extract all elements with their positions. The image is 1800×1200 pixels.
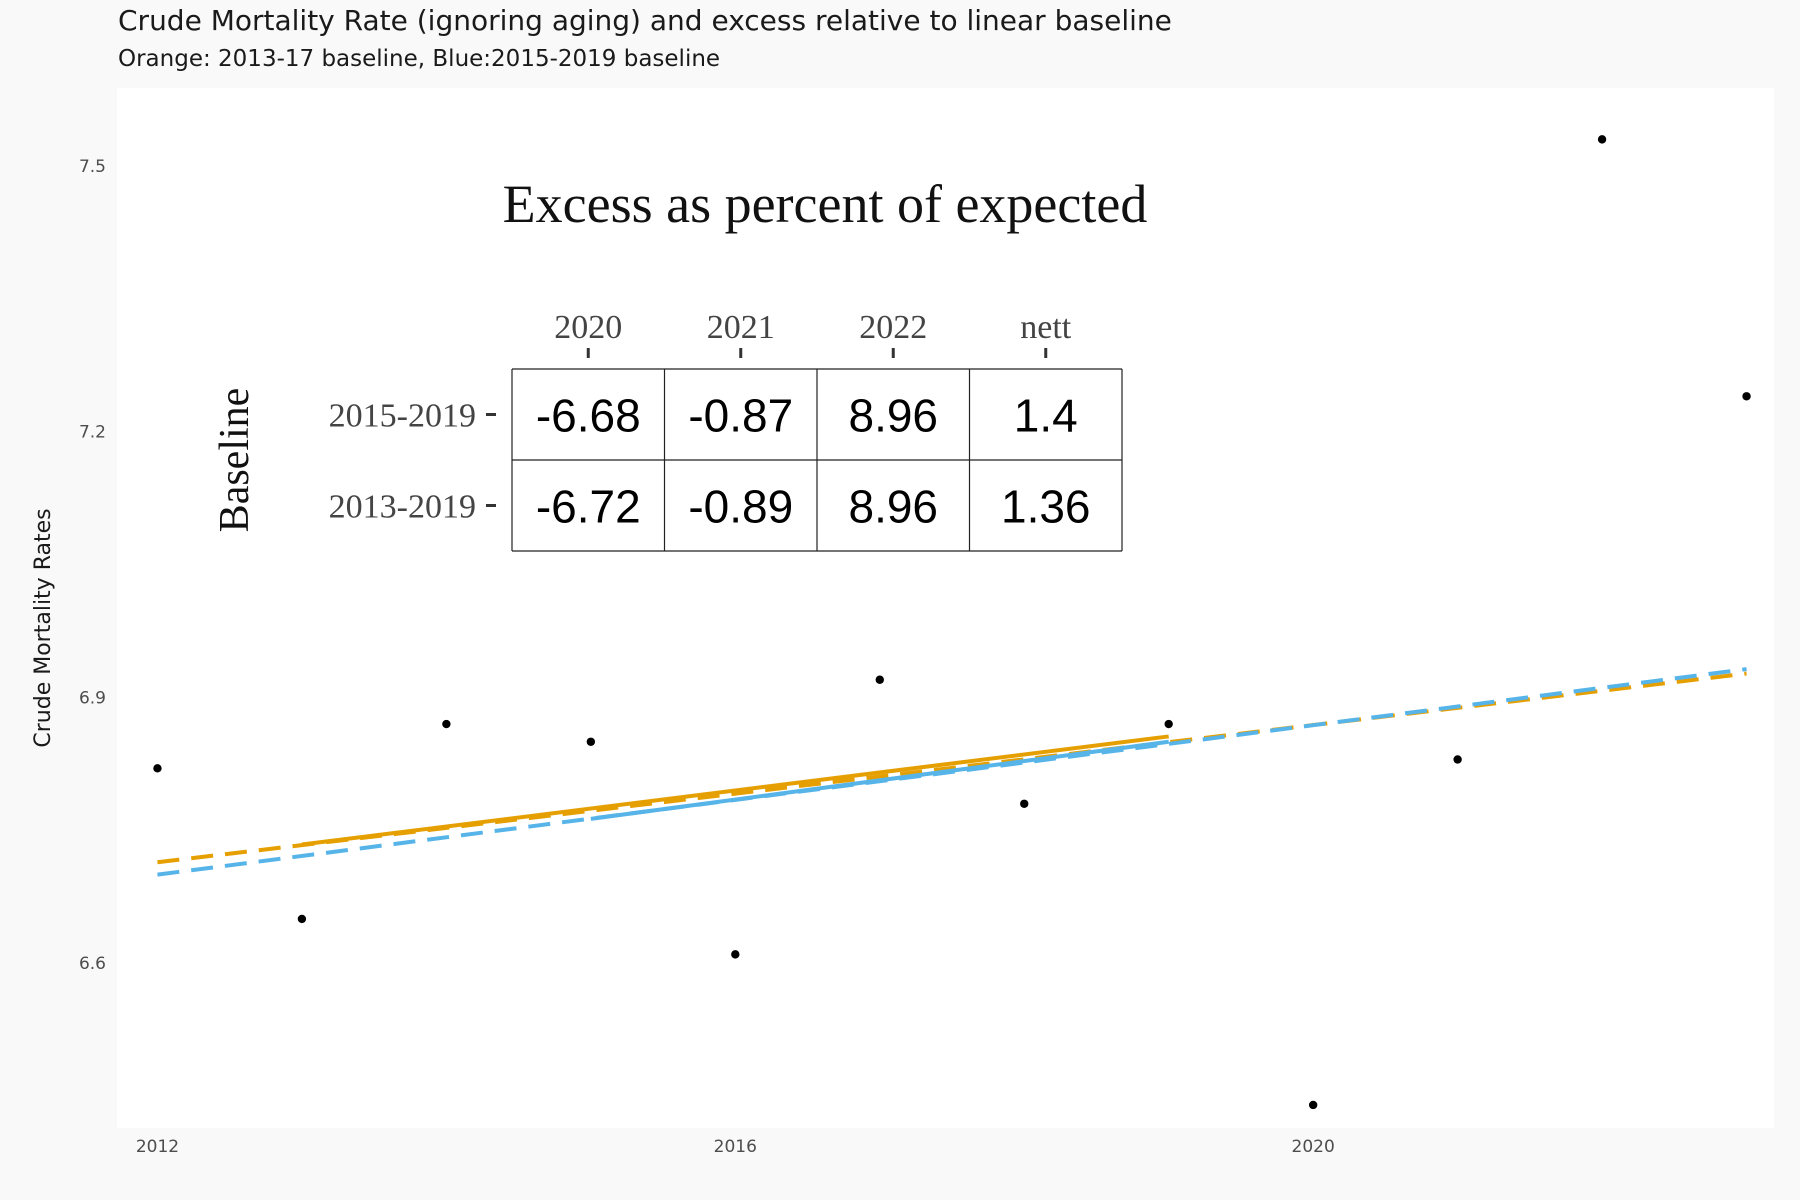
y-tick-label: 6.6: [79, 954, 106, 974]
inset-cell-value: 1.4: [1014, 390, 1078, 442]
data-point-2022: [1597, 135, 1607, 144]
data-point-2015: [586, 737, 596, 746]
inset-column-label: 2022: [859, 309, 927, 346]
inset-cell-value: -0.87: [688, 390, 793, 442]
y-tick-label: 6.9: [79, 688, 106, 708]
x-tick-label: 2012: [136, 1137, 179, 1157]
inset-cell-value: -0.89: [688, 481, 793, 533]
inset-column-label: 2021: [707, 309, 775, 346]
inset-row-label: 2015-2019: [329, 398, 476, 435]
data-point-2017: [875, 675, 884, 684]
inset-cell-value: 8.96: [848, 390, 938, 442]
data-point-2016: [731, 950, 740, 959]
chart-title: Crude Mortality Rate (ignoring aging) an…: [118, 4, 1172, 37]
data-point-2019: [1164, 719, 1173, 729]
data-point-2014: [442, 719, 451, 729]
data-point-2013: [297, 914, 307, 924]
data-point-2020: [1308, 1100, 1318, 1110]
x-axis: 2012 2016 2020: [136, 1137, 1335, 1157]
baseline-lines: [157, 667, 1747, 877]
y-axis-title: Crude Mortality Rates: [31, 508, 56, 747]
data-points: [153, 135, 1751, 1110]
inset-cell-value: -6.72: [536, 481, 641, 533]
inset-grid: [511, 368, 1123, 552]
x-tick-label: 2016: [714, 1137, 757, 1157]
plot-panel: [117, 88, 1774, 1128]
data-point-2018: [1020, 799, 1029, 808]
inset-column-headers: 2020 2021 2022 nett: [554, 309, 1072, 358]
blue-baseline-fit: [590, 739, 1169, 821]
data-point-2023: [1742, 392, 1751, 401]
y-tick-label: 7.2: [79, 423, 106, 443]
x-tick-label: 2020: [1292, 1137, 1335, 1157]
inset-row-title: Baseline: [212, 388, 258, 533]
data-point-2012: [153, 764, 162, 773]
excess-inset-table: Excess as percent of expected Baseline 2…: [212, 174, 1148, 552]
inset-column-label: 2020: [554, 309, 622, 346]
inset-cell-value: 8.96: [848, 481, 938, 533]
chart-subtitle: Orange: 2013-17 baseline, Blue:2015-2019…: [118, 46, 721, 72]
orange-baseline-fit: [301, 734, 1169, 847]
y-axis: 6.6 6.9 7.2 7.5: [79, 157, 106, 974]
inset-row-headers: 2015-2019 2013-2019: [329, 398, 496, 526]
data-point-2021: [1453, 755, 1462, 764]
inset-cells: -6.68 -0.87 8.96 1.4 -6.72 -0.89 8.96 1.36: [536, 390, 1091, 533]
inset-cell-value: -6.68: [536, 390, 641, 442]
inset-column-label: nett: [1020, 309, 1072, 346]
inset-row-label: 2013-2019: [329, 489, 476, 526]
inset-title: Excess as percent of expected: [503, 174, 1148, 234]
y-tick-label: 7.5: [79, 157, 106, 177]
inset-cell-value: 1.36: [1001, 481, 1091, 533]
